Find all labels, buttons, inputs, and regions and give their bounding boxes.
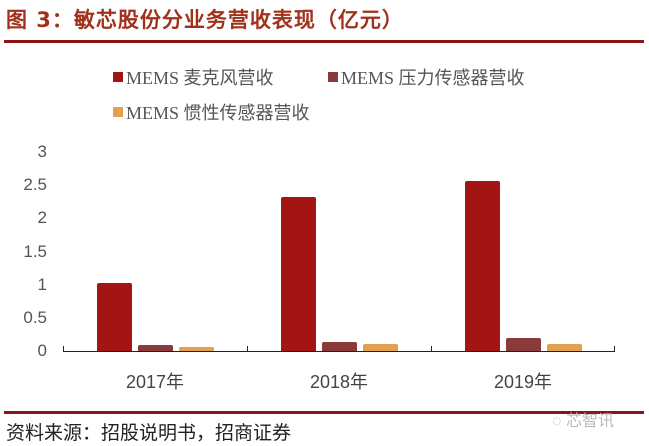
legend-item: MEMS 惯性传感器营收 bbox=[113, 99, 310, 125]
x-tick-label: 2017年 bbox=[125, 372, 185, 392]
x-tick bbox=[614, 346, 615, 352]
x-axis-line bbox=[63, 351, 615, 352]
y-tick-label: 2.5 bbox=[23, 175, 47, 195]
legend-label: MEMS 麦克风营收 bbox=[126, 68, 274, 88]
y-tick-label: 1.5 bbox=[23, 241, 47, 261]
bar bbox=[506, 338, 541, 351]
y-tick-label: 3 bbox=[37, 142, 47, 161]
bar bbox=[138, 345, 173, 351]
title-divider bbox=[4, 40, 644, 43]
legend-swatch bbox=[113, 107, 123, 117]
x-tick-label: 2019年 bbox=[493, 372, 553, 392]
bar bbox=[363, 344, 398, 351]
y-tick-label: 1 bbox=[37, 274, 47, 294]
x-tick bbox=[63, 346, 64, 352]
y-tick-label: 0 bbox=[37, 341, 47, 360]
y-tick-label: 0.5 bbox=[23, 307, 47, 327]
legend-item: MEMS 麦克风营收 bbox=[113, 64, 274, 90]
bar bbox=[281, 197, 316, 351]
x-tick bbox=[247, 346, 248, 352]
x-tick-label: 2018年 bbox=[309, 372, 369, 392]
bar bbox=[97, 283, 132, 351]
source-note: 资料来源：招股说明书，招商证券 bbox=[6, 422, 292, 444]
legend-item: MEMS 压力传感器营收 bbox=[328, 64, 525, 90]
watermark-text: 芯智讯 bbox=[565, 413, 614, 430]
figure-title: 图 3：敏芯股份分业务营收表现（亿元） bbox=[6, 8, 404, 32]
bar bbox=[465, 180, 500, 351]
legend-swatch bbox=[113, 72, 123, 82]
legend-label: MEMS 压力传感器营收 bbox=[341, 68, 525, 88]
footer-divider bbox=[4, 411, 644, 414]
legend-swatch bbox=[328, 72, 338, 82]
legend-label: MEMS 惯性传感器营收 bbox=[126, 103, 310, 123]
wechat-icon: ◌ bbox=[552, 413, 566, 430]
x-tick bbox=[431, 346, 432, 352]
bar bbox=[322, 341, 357, 351]
bar bbox=[547, 343, 582, 351]
y-tick-label: 2 bbox=[37, 208, 47, 228]
bar bbox=[179, 346, 214, 351]
watermark: ◌ 芯智讯 bbox=[552, 407, 614, 431]
